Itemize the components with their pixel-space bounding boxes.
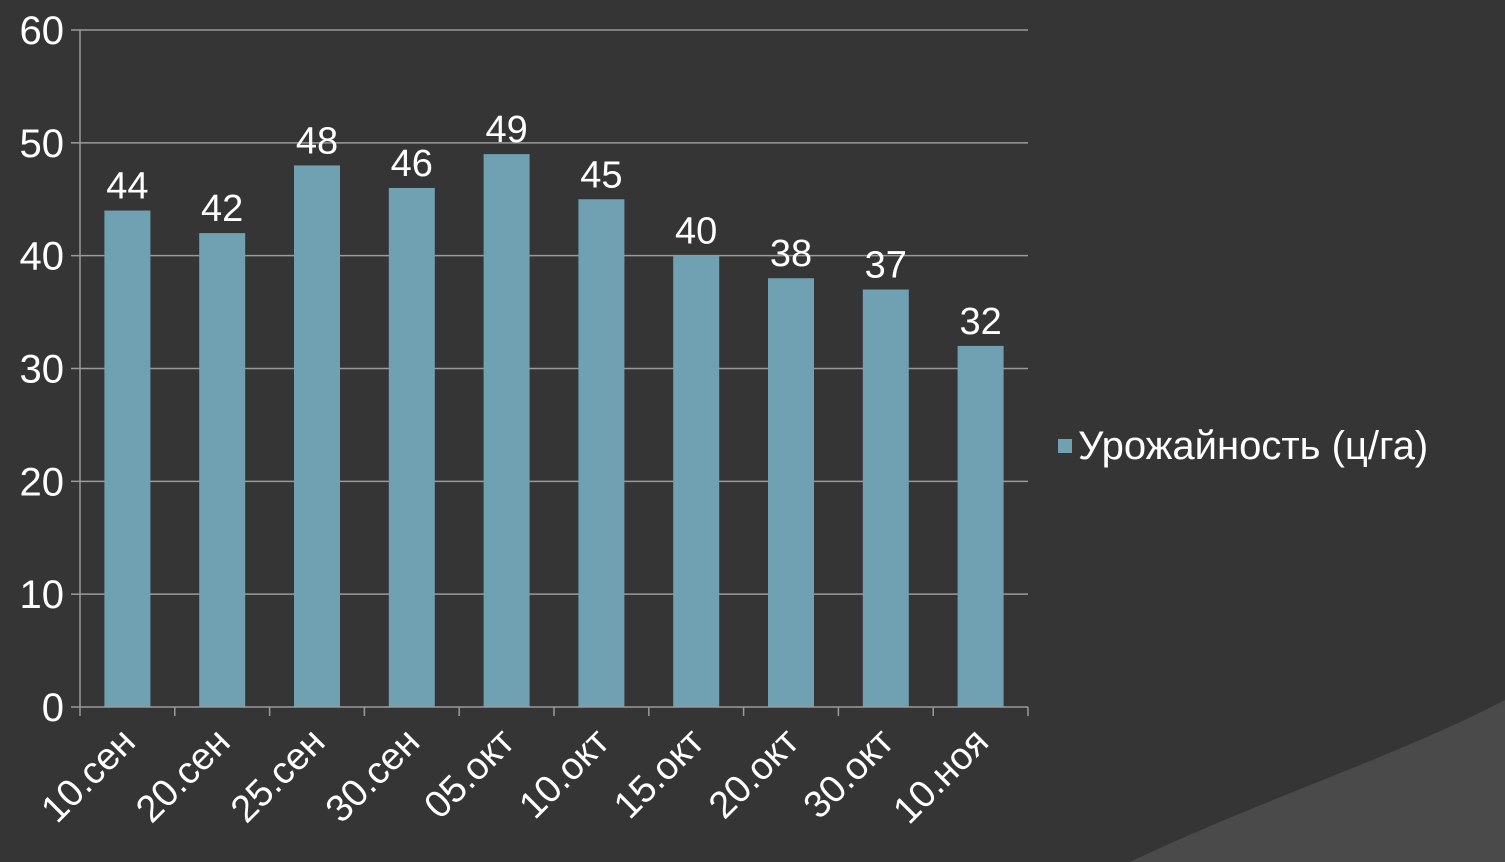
x-tick-label: 10.ноя [886,721,997,832]
data-label: 42 [201,188,243,230]
data-label: 49 [485,109,527,151]
x-tick-label: 05.окт [417,721,523,827]
x-tick-label: 25.сен [223,721,333,831]
x-tick-label: 20.сен [128,721,238,831]
bar [199,233,245,707]
y-tick-label: 10 [20,573,65,617]
y-tick-label: 60 [20,9,65,53]
bar [578,199,624,707]
y-tick-label: 0 [42,686,64,730]
legend: Урожайность (ц/га) [1058,424,1428,468]
data-label: 48 [296,120,338,162]
data-label: 44 [106,166,148,208]
bar [958,346,1004,707]
bars [104,154,1003,707]
x-tick-label: 10.сен [33,721,143,831]
bar [484,154,530,707]
y-tick-label: 20 [20,460,65,504]
data-label: 40 [675,211,717,253]
bar [768,278,814,707]
bar [863,290,909,707]
data-label: 45 [580,154,622,196]
bar [389,188,435,707]
data-label: 37 [865,245,907,287]
y-tick-label: 40 [20,235,65,279]
corner-decoration [1130,700,1505,862]
bar [673,256,719,707]
legend-swatch [1058,439,1072,453]
x-tick-label: 30.окт [796,721,902,827]
y-tick-label: 30 [20,348,65,392]
data-label: 46 [391,143,433,185]
data-label: 32 [959,301,1001,343]
bar [294,165,340,707]
x-tick-label: 10.окт [511,721,617,827]
x-tick-label: 20.окт [701,721,807,827]
x-tick-label: 30.сен [318,721,428,831]
data-label: 38 [770,233,812,275]
y-tick-label: 50 [20,122,65,166]
bar [104,211,150,707]
x-tick-label: 15.окт [606,721,712,827]
legend-label: Урожайность (ц/га) [1078,424,1428,469]
